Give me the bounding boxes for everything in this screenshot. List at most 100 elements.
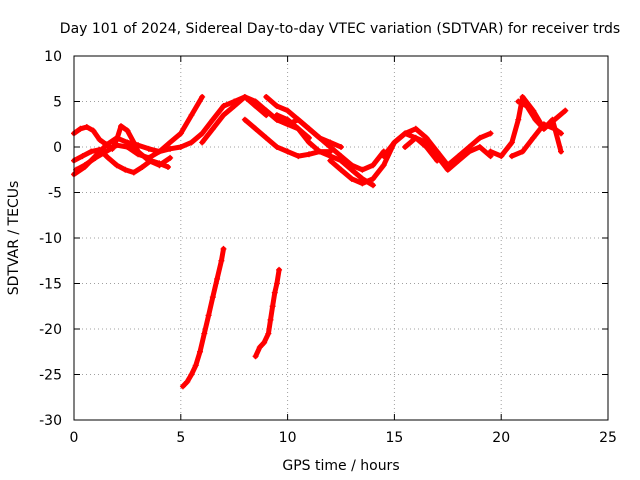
series-trace — [180, 246, 226, 389]
data-point — [338, 144, 344, 150]
data-point — [113, 162, 120, 169]
data-point — [77, 125, 84, 132]
data-point — [276, 266, 283, 273]
data-point — [327, 144, 334, 150]
y-tick-label: 10 — [44, 49, 62, 65]
data-point — [179, 383, 186, 390]
grid — [74, 56, 608, 420]
data-point — [252, 125, 259, 132]
data-point — [241, 93, 248, 100]
data-point — [188, 371, 195, 378]
data-point — [284, 116, 291, 123]
data-point — [263, 93, 270, 100]
data-point — [348, 166, 355, 173]
data-point — [558, 130, 565, 137]
y-tick-label: -20 — [39, 322, 62, 338]
data-point — [90, 127, 97, 134]
data-point — [122, 166, 129, 173]
data-point — [105, 154, 112, 161]
data-point — [558, 148, 565, 155]
data-point — [316, 134, 323, 141]
y-tick-label: -10 — [39, 231, 62, 247]
data-point — [209, 116, 216, 123]
data-point — [273, 103, 280, 110]
y-axis-label: SDTVAR / TECUs — [6, 181, 22, 296]
x-tick-label: 5 — [176, 430, 185, 446]
x-tick-label: 20 — [492, 430, 510, 446]
data-point — [530, 134, 537, 141]
data-point — [220, 245, 227, 252]
data-point — [265, 330, 272, 337]
chart-title: Day 101 of 2024, Sidereal Day-to-day VTE… — [60, 21, 620, 37]
data-point — [145, 145, 152, 152]
data-point — [184, 378, 191, 385]
data-point — [81, 164, 88, 171]
data-point — [444, 166, 451, 173]
data-point — [532, 116, 539, 123]
data-point — [113, 134, 120, 141]
data-point — [267, 316, 274, 323]
data-point — [79, 153, 86, 160]
data-point — [205, 312, 212, 319]
data-point — [261, 339, 268, 346]
data-point — [273, 144, 280, 150]
data-point — [177, 144, 184, 150]
data-point — [295, 153, 302, 160]
data-point — [305, 151, 312, 158]
data-point — [252, 103, 259, 110]
data-point — [167, 145, 174, 152]
data-point — [88, 148, 95, 155]
data-point — [273, 112, 280, 119]
data-point — [316, 148, 323, 155]
data-point — [476, 134, 483, 141]
data-point — [380, 153, 387, 160]
data-point — [197, 348, 204, 355]
data-point — [188, 112, 195, 119]
data-point — [508, 153, 515, 160]
data-point — [370, 175, 377, 182]
data-point — [263, 134, 270, 141]
y-tick-label: -15 — [39, 277, 62, 293]
data-point — [338, 166, 344, 173]
data-point — [466, 148, 473, 155]
x-tick-label: 25 — [599, 430, 617, 446]
data-point — [124, 127, 131, 134]
x-tick-label: 10 — [279, 430, 297, 446]
axes: 0 5 10 15 20 25 -30 -25 -20 -15 -10 -5 0 5 10 — [39, 49, 617, 446]
data-point — [273, 280, 280, 287]
data-point — [402, 130, 409, 137]
data-point — [271, 289, 278, 296]
data-point — [263, 107, 270, 114]
data-point — [199, 139, 206, 146]
data-point — [380, 162, 387, 169]
series-track-9 — [263, 93, 387, 173]
series-track-1 — [71, 123, 142, 155]
series-track-16 — [515, 98, 565, 155]
data-point — [391, 139, 398, 146]
data-point — [167, 154, 174, 161]
data-point — [113, 142, 120, 149]
data-point — [338, 157, 344, 164]
series-track-17 — [179, 245, 227, 390]
data-point — [199, 93, 206, 100]
data-point — [327, 157, 334, 164]
series-trace — [71, 135, 173, 177]
data-point — [201, 330, 208, 337]
data-layer — [71, 93, 569, 390]
data-point — [562, 107, 569, 114]
data-point — [487, 130, 494, 137]
y-tick-label: -30 — [39, 413, 62, 429]
data-point — [305, 139, 312, 146]
data-point — [124, 139, 131, 146]
series-trace — [274, 112, 376, 188]
y-tick-label: 0 — [53, 140, 62, 156]
data-point — [164, 164, 171, 171]
y-tick-label: -5 — [48, 186, 62, 202]
data-point — [199, 130, 206, 137]
data-point — [515, 98, 522, 105]
data-point — [241, 116, 248, 123]
series-track-10 — [273, 112, 377, 189]
data-point — [523, 103, 530, 110]
y-tick-label: -25 — [39, 368, 62, 384]
